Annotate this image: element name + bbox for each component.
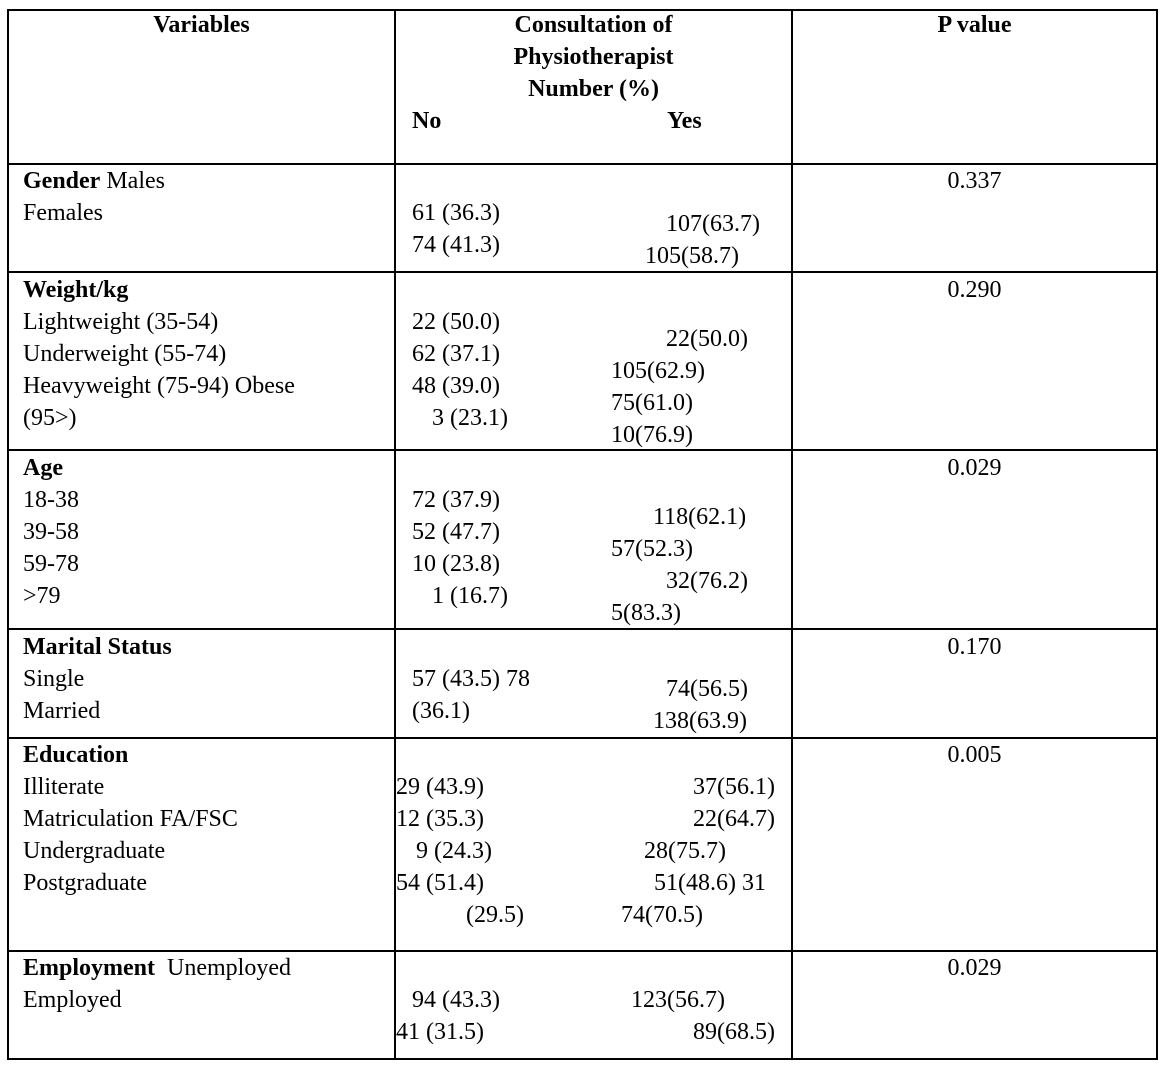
employment-label: Employment Unemployed	[23, 952, 291, 984]
age-row-2: 39-58	[23, 519, 79, 545]
table-border-right	[1156, 9, 1158, 1060]
age-no-2: 52 (47.7)	[412, 519, 500, 545]
marital-p-value: 0.170	[947, 634, 1002, 660]
age-no-1: 72 (37.9)	[412, 487, 500, 513]
row-divider-marital	[7, 737, 1158, 739]
weight-p-value: 0.290	[947, 277, 1002, 303]
marital-row-2: Married	[23, 698, 101, 724]
age-yes-3: 32(76.2)	[666, 568, 748, 594]
age-yes-4: 5(83.3)	[611, 600, 681, 626]
age-title: Age	[23, 455, 63, 481]
employment-unemployed: Unemployed	[155, 955, 291, 981]
table-border-bottom	[7, 1058, 1158, 1060]
weight-row-3: Heavyweight (75-94) Obese	[23, 373, 295, 399]
header-yes: Yes	[667, 108, 702, 134]
employment-title: Employment	[23, 955, 155, 981]
gender-females: Females	[23, 200, 103, 226]
marital-row-1: Single	[23, 666, 85, 692]
age-no-4: 1 (16.7)	[432, 583, 508, 609]
education-yes-1: 37(56.1)	[693, 774, 775, 800]
weight-yes-2: 105(62.9)	[611, 358, 705, 384]
header-no: No	[412, 108, 442, 134]
employment-no-2: 41 (31.5)	[396, 1019, 484, 1045]
employment-yes-1: 123(56.7)	[631, 987, 725, 1013]
gender-males: Males	[100, 168, 165, 194]
education-no-2: 12 (35.3)	[396, 806, 484, 832]
gender-no-2: 74 (41.3)	[412, 232, 500, 258]
age-p-value: 0.029	[947, 455, 1002, 481]
column-divider-1	[394, 9, 396, 1060]
age-row-3: 59-78	[23, 551, 79, 577]
weight-no-4: 3 (23.1)	[432, 405, 508, 431]
marital-yes-2: 138(63.9)	[653, 708, 747, 734]
employment-p-value: 0.029	[947, 955, 1002, 981]
table-border-left	[7, 9, 9, 1060]
employment-employed: Employed	[23, 987, 122, 1013]
weight-row-2: Underweight (55-74)	[23, 341, 227, 367]
row-divider-gender	[7, 271, 1158, 273]
gender-yes-1: 107(63.7)	[666, 211, 760, 237]
column-divider-2	[791, 9, 793, 1060]
row-divider-header	[7, 163, 1158, 165]
weight-yes-1: 22(50.0)	[666, 326, 748, 352]
education-yes-2: 22(64.7)	[693, 806, 775, 832]
row-divider-education	[7, 950, 1158, 952]
education-yes-4: 51(48.6) 31	[654, 870, 766, 896]
age-yes-2: 57(52.3)	[611, 536, 693, 562]
gender-no-1: 61 (36.3)	[412, 200, 500, 226]
gender-yes-2: 105(58.7)	[645, 243, 739, 269]
marital-no-2: (36.1)	[412, 698, 470, 724]
weight-title: Weight/kg	[23, 277, 129, 303]
gender-p-value: 0.337	[947, 168, 1002, 194]
age-row-1: 18-38	[23, 487, 79, 513]
education-row-1: Illiterate	[23, 774, 105, 800]
education-title: Education	[23, 742, 129, 768]
gender-title: Gender	[23, 168, 101, 194]
weight-no-2: 62 (37.1)	[412, 341, 500, 367]
education-no-1: 29 (43.9)	[396, 774, 484, 800]
gender-label: Gender Males	[23, 165, 165, 197]
education-row-3: Undergraduate	[23, 838, 166, 864]
row-divider-weight	[7, 449, 1158, 451]
education-no-5: (29.5)	[466, 902, 524, 928]
header-consultation-line3: Number (%)	[528, 76, 659, 102]
weight-no-3: 48 (39.0)	[412, 373, 500, 399]
education-yes-3: 28(75.7)	[644, 838, 726, 864]
header-consultation-line2: Physiotherapist	[513, 44, 674, 70]
weight-yes-4: 10(76.9)	[611, 422, 693, 448]
weight-row-4: (95>)	[23, 405, 77, 431]
marital-yes-1: 74(56.5)	[666, 676, 748, 702]
age-yes-1: 118(62.1)	[653, 504, 747, 530]
table-border-top	[7, 9, 1158, 11]
header-variables: Variables	[153, 12, 250, 38]
data-table: Variables Consultation of Physiotherapis…	[7, 9, 1158, 1060]
header-consultation-line1: Consultation of	[514, 12, 673, 38]
weight-row-1: Lightweight (35-54)	[23, 309, 219, 335]
weight-no-1: 22 (50.0)	[412, 309, 500, 335]
employment-yes-2: 89(68.5)	[693, 1019, 775, 1045]
education-row-4: Postgraduate	[23, 870, 147, 896]
marital-title: Marital Status	[23, 634, 172, 660]
education-no-3: 9 (24.3)	[416, 838, 492, 864]
education-row-2: Matriculation FA/FSC	[23, 806, 238, 832]
education-no-4: 54 (51.4)	[396, 870, 484, 896]
age-no-3: 10 (23.8)	[412, 551, 500, 577]
row-divider-age	[7, 628, 1158, 630]
age-row-4: >79	[23, 583, 61, 609]
employment-no-1: 94 (43.3)	[412, 987, 500, 1013]
header-p-value: P value	[937, 12, 1012, 38]
marital-no-1: 57 (43.5) 78	[412, 666, 530, 692]
education-yes-5: 74(70.5)	[621, 902, 703, 928]
education-p-value: 0.005	[947, 742, 1002, 768]
weight-yes-3: 75(61.0)	[611, 390, 693, 416]
